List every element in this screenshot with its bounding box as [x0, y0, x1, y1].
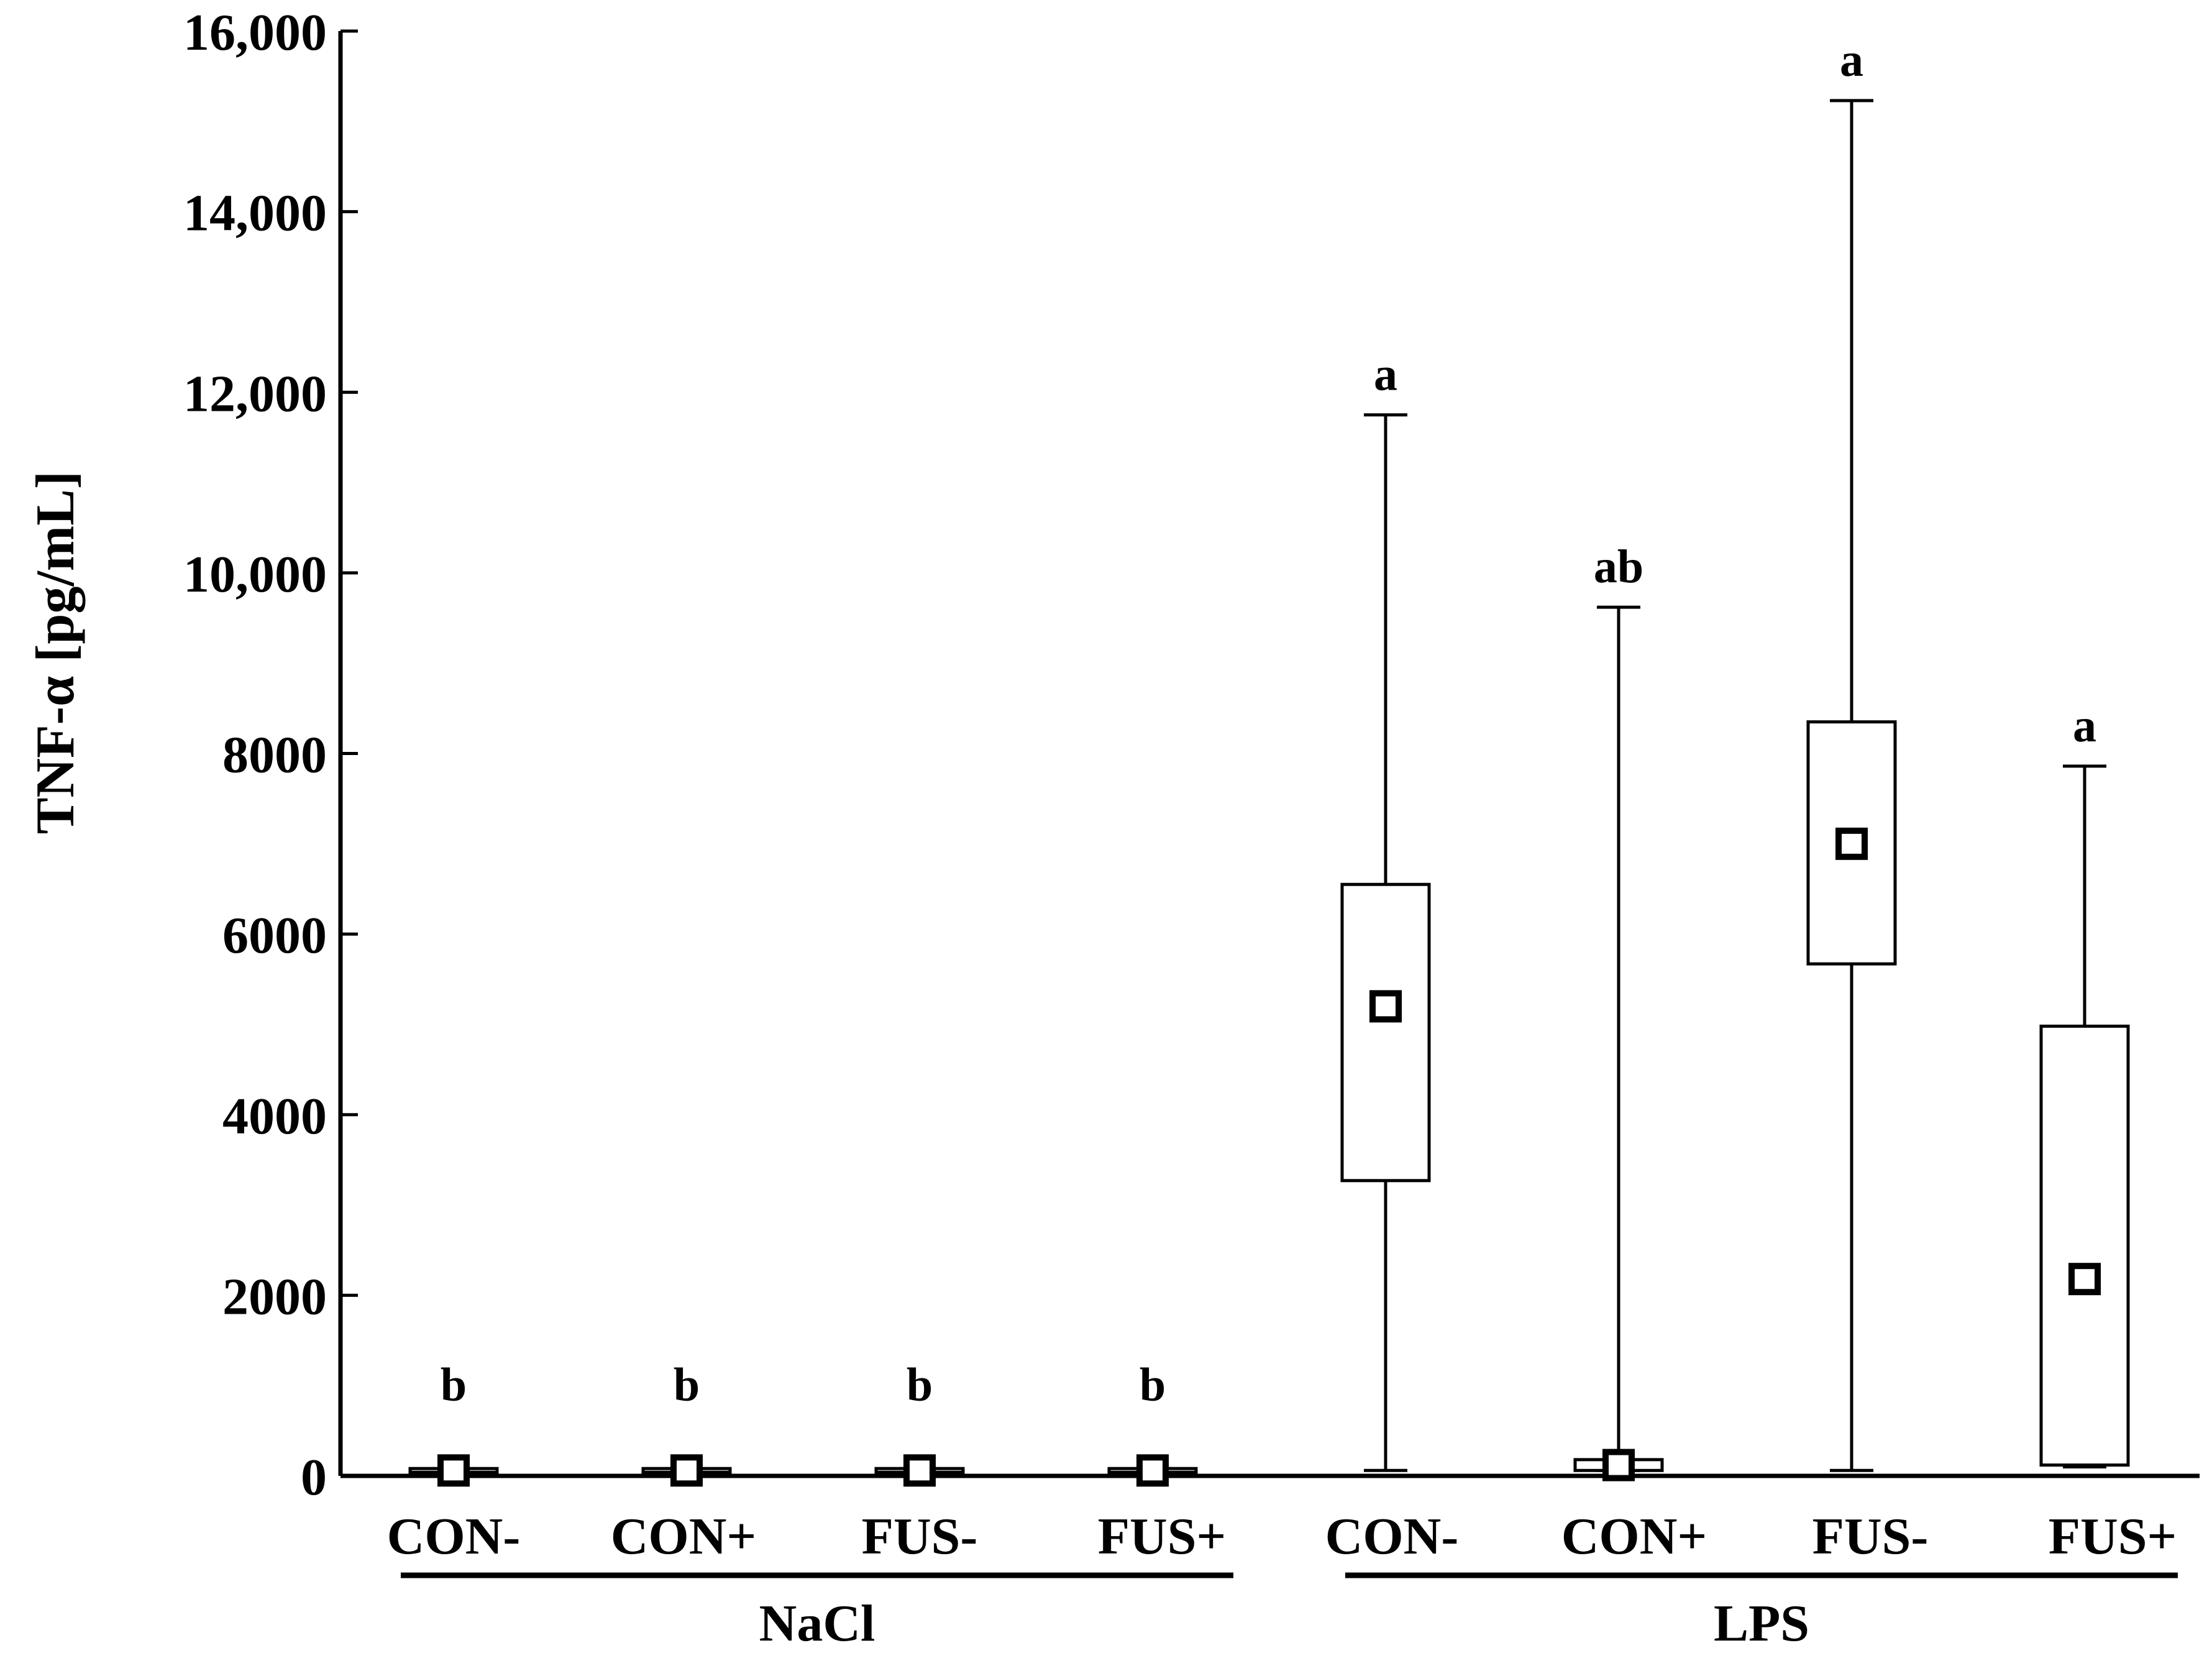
group-label: LPS	[1714, 1595, 1809, 1652]
iqr-box	[2039, 1024, 2130, 1467]
y-tick-label: 10,000	[183, 546, 327, 603]
y-tick-label: 16,000	[183, 4, 327, 62]
category-label: CON-	[387, 1508, 521, 1565]
category-label: FUS-	[1812, 1508, 1929, 1565]
category-label: CON-	[1325, 1508, 1459, 1565]
significance-letter: b	[907, 1358, 933, 1411]
category-label: CON+	[611, 1508, 757, 1565]
group-label: NaCl	[759, 1595, 875, 1652]
median-marker	[1369, 990, 1402, 1023]
median-marker	[1136, 1454, 1169, 1487]
significance-letter: b	[1140, 1358, 1166, 1411]
y-tick-label: 14,000	[183, 185, 327, 242]
y-tick-label: 4000	[222, 1088, 327, 1145]
iqr-box	[1340, 882, 1431, 1183]
median-marker	[437, 1454, 470, 1487]
y-tick-label: 2000	[222, 1268, 327, 1326]
median-marker	[1835, 827, 1868, 860]
significance-letter: a	[2073, 700, 2096, 752]
category-label: FUS+	[2049, 1508, 2177, 1565]
category-label: FUS-	[862, 1508, 978, 1565]
median-marker	[903, 1454, 936, 1487]
y-axis-title: TNF-α [pg/mL]	[25, 471, 86, 834]
significance-letter: b	[674, 1358, 700, 1411]
category-label: FUS+	[1098, 1508, 1227, 1565]
significance-letter: b	[441, 1358, 467, 1411]
significance-letter: ab	[1594, 541, 1643, 593]
median-marker	[2068, 1263, 2101, 1296]
y-tick-label: 12,000	[183, 365, 327, 423]
significance-letter: a	[1374, 349, 1397, 401]
median-marker	[670, 1454, 703, 1487]
significance-letter: a	[1840, 34, 1863, 86]
plot-area: 0 2000 4000 6000 8000 10,000 12,000 14,000 16,00…	[183, 4, 2200, 1652]
category-label: CON+	[1561, 1508, 1707, 1565]
y-tick-label: 0	[301, 1449, 327, 1506]
y-tick-label: 8000	[222, 726, 327, 784]
y-tick-label: 6000	[222, 907, 327, 964]
median-marker	[1602, 1449, 1635, 1481]
